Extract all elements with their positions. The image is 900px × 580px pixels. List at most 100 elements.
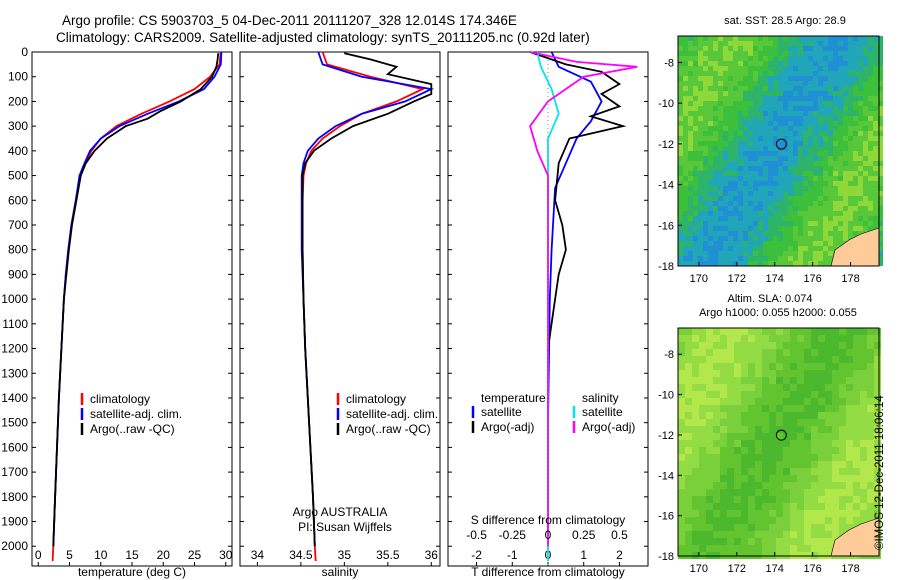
map-cell: [858, 46, 863, 51]
map-cell: [728, 211, 733, 216]
map-cell: [713, 121, 718, 126]
map-cell: [741, 524, 748, 531]
map-cell: [769, 461, 776, 468]
map-cell: [718, 96, 723, 101]
map-cell: [748, 405, 755, 412]
depth-tick-label: 1700: [1, 465, 28, 479]
map-cell: [699, 475, 706, 482]
map-cell: [723, 251, 728, 256]
map-cell: [708, 191, 713, 196]
map-cell: [699, 384, 706, 391]
map-cell: [688, 226, 693, 231]
map-cell: [839, 510, 846, 517]
map-cell: [798, 106, 803, 111]
x-tick-label: 36: [425, 548, 439, 562]
map-cell: [758, 156, 763, 161]
map-cell: [818, 226, 823, 231]
map-cell: [773, 136, 778, 141]
map-cell: [693, 226, 698, 231]
map-cell: [769, 475, 776, 482]
map-cell: [818, 196, 823, 201]
map-cell: [733, 116, 738, 121]
map-cell: [838, 66, 843, 71]
map-cell: [797, 412, 804, 419]
map-cell: [692, 398, 699, 405]
map-cell: [878, 261, 883, 266]
map-cell: [728, 161, 733, 166]
map-cell: [685, 370, 692, 377]
map-cell: [755, 510, 762, 517]
map-cell: [860, 398, 867, 405]
map-cell: [698, 71, 703, 76]
map-cell: [769, 377, 776, 384]
map-cell: [776, 524, 783, 531]
map-cell: [804, 426, 811, 433]
map-cell: [798, 256, 803, 261]
map-cell: [748, 335, 755, 342]
map-cell: [768, 76, 773, 81]
map-cell: [843, 106, 848, 111]
map-cell: [708, 196, 713, 201]
map-cell: [811, 454, 818, 461]
map-cell: [723, 201, 728, 206]
map-cell: [778, 101, 783, 106]
map-cell: [708, 51, 713, 56]
map-cell: [878, 156, 883, 161]
map-cell: [763, 236, 768, 241]
map-cell: [683, 121, 688, 126]
map-cell: [798, 36, 803, 41]
map-cell: [758, 96, 763, 101]
map-cell: [683, 226, 688, 231]
map-cell: [733, 211, 738, 216]
map-cell: [832, 433, 839, 440]
map-cell: [853, 433, 860, 440]
map-cell: [708, 111, 713, 116]
map-cell: [868, 36, 873, 41]
map-cell: [778, 106, 783, 111]
map-cell: [688, 246, 693, 251]
map-cell: [818, 503, 825, 510]
map-cell: [848, 41, 853, 46]
map-cell: [763, 126, 768, 131]
map-cell: [678, 468, 685, 475]
map-cell: [853, 56, 858, 61]
map-cell: [753, 261, 758, 266]
map-cell: [811, 412, 818, 419]
map-cell: [708, 86, 713, 91]
legend-label-s-satellite: satellite: [582, 405, 623, 419]
map-cell: [828, 76, 833, 81]
map-cell: [803, 151, 808, 156]
map-cell: [798, 121, 803, 126]
map-cell: [733, 151, 738, 156]
map-cell: [720, 510, 727, 517]
map-cell: [833, 91, 838, 96]
map-cell: [839, 419, 846, 426]
map-cell: [698, 61, 703, 66]
map-cell: [718, 186, 723, 191]
map-cell: [823, 81, 828, 86]
legend-label-climatology: climatology: [90, 392, 150, 406]
map-cell: [793, 101, 798, 106]
map-cell: [793, 156, 798, 161]
map-cell: [793, 131, 798, 136]
map-cell: [783, 489, 790, 496]
map-cell: [793, 111, 798, 116]
map-cell: [858, 196, 863, 201]
map-cell: [797, 342, 804, 349]
map-cell: [741, 398, 748, 405]
map-cell: [723, 236, 728, 241]
map-cell: [828, 86, 833, 91]
map-cell: [803, 86, 808, 91]
map-cell: [678, 66, 683, 71]
map-cell: [741, 531, 748, 538]
map-cell: [874, 454, 881, 461]
map-cell: [878, 86, 883, 91]
map-cell: [818, 81, 823, 86]
map-cell: [683, 111, 688, 116]
map-cell: [698, 151, 703, 156]
map-cell: [783, 166, 788, 171]
map-cell: [688, 231, 693, 236]
map-cell: [848, 156, 853, 161]
map-cell: [733, 131, 738, 136]
map-cell: [743, 56, 748, 61]
